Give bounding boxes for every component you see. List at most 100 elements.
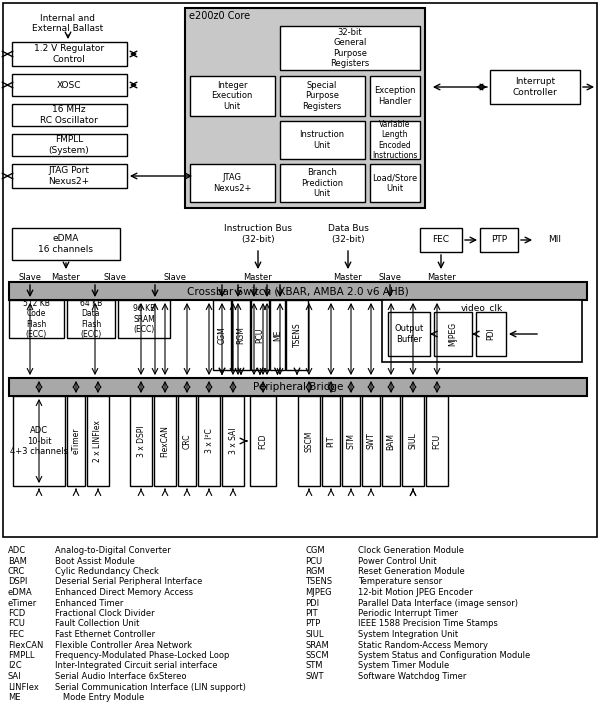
Text: eTimer: eTimer: [8, 599, 37, 608]
Text: 12-bit Motion JPEG Encoder: 12-bit Motion JPEG Encoder: [358, 588, 473, 597]
Text: Serial Communication Interface (LIN support): Serial Communication Interface (LIN supp…: [55, 682, 246, 692]
Bar: [232, 300, 250, 370]
Bar: [190, 164, 275, 202]
Text: Frequency-Modulated Phase-Locked Loop: Frequency-Modulated Phase-Locked Loop: [55, 651, 229, 660]
Bar: [213, 300, 231, 370]
Text: Data Bus
(32-bit): Data Bus (32-bit): [328, 224, 368, 244]
Text: Flexible Controller Area Network: Flexible Controller Area Network: [55, 641, 192, 649]
Text: 3 x DSPI: 3 x DSPI: [137, 425, 146, 457]
Text: System Status and Configuration Module: System Status and Configuration Module: [358, 651, 530, 660]
Text: TSENS: TSENS: [305, 577, 332, 587]
Text: ADC: ADC: [8, 546, 26, 555]
Bar: [178, 396, 196, 486]
Bar: [402, 396, 424, 486]
Bar: [370, 121, 420, 159]
Text: Instruction
Unit: Instruction Unit: [299, 130, 344, 149]
Bar: [12, 104, 127, 126]
Text: Serial Audio Interface 6xStereo: Serial Audio Interface 6xStereo: [55, 672, 187, 681]
Text: SSCM: SSCM: [305, 430, 314, 452]
Text: Special
Purpose
Registers: Special Purpose Registers: [302, 81, 341, 111]
Bar: [270, 300, 285, 370]
Text: Enhanced Timer: Enhanced Timer: [55, 599, 124, 608]
Text: FCD: FCD: [8, 609, 25, 618]
Text: eTimer: eTimer: [71, 428, 80, 454]
Text: Branch
Prediction
Unit: Branch Prediction Unit: [301, 168, 343, 198]
Text: 16 MHz
RC Oscillator: 16 MHz RC Oscillator: [40, 105, 98, 125]
Text: DSPI: DSPI: [8, 577, 28, 587]
Text: 64 KB
Data
Flash
(ECC): 64 KB Data Flash (ECC): [80, 299, 102, 339]
Text: Deserial Serial Peripheral Interface: Deserial Serial Peripheral Interface: [55, 577, 202, 587]
Text: Load/Store
Unit: Load/Store Unit: [373, 173, 418, 192]
Text: XOSC: XOSC: [57, 80, 81, 90]
Text: Analog-to-Digital Converter: Analog-to-Digital Converter: [55, 546, 171, 555]
Text: Power Control Unit: Power Control Unit: [358, 556, 437, 565]
Bar: [67, 300, 115, 338]
Bar: [250, 396, 276, 486]
Text: Master: Master: [334, 273, 362, 281]
Text: eDMA
16 channels: eDMA 16 channels: [38, 234, 94, 254]
Text: Fault Collection Unit: Fault Collection Unit: [55, 620, 139, 628]
Bar: [342, 396, 360, 486]
Bar: [9, 300, 64, 338]
Text: MJPEG: MJPEG: [305, 588, 332, 597]
Bar: [476, 312, 506, 356]
Bar: [426, 396, 448, 486]
Text: 3 x I²C: 3 x I²C: [205, 429, 214, 453]
Text: JTAG
Nexus2+: JTAG Nexus2+: [213, 173, 251, 192]
Text: SSCM: SSCM: [305, 651, 329, 660]
Bar: [420, 228, 462, 252]
Bar: [280, 26, 420, 70]
Bar: [12, 164, 127, 188]
Text: BAM: BAM: [8, 556, 27, 565]
Text: Integer
Execution
Unit: Integer Execution Unit: [211, 81, 253, 111]
Text: e200z0 Core: e200z0 Core: [189, 11, 250, 21]
Text: FCD: FCD: [259, 434, 268, 449]
Text: FlexCAN: FlexCAN: [161, 425, 170, 457]
Bar: [130, 396, 152, 486]
Text: SIUL: SIUL: [409, 433, 418, 449]
Text: Peripheral Bridge: Peripheral Bridge: [253, 382, 343, 392]
Bar: [12, 228, 120, 260]
Text: Temperature sensor: Temperature sensor: [358, 577, 442, 587]
Text: FMPLL
(System): FMPLL (System): [49, 135, 89, 154]
Text: PTP: PTP: [305, 620, 320, 628]
Bar: [251, 300, 269, 370]
Text: System Integration Unit: System Integration Unit: [358, 630, 458, 639]
Text: 512 KB
Code
Flash
(ECC): 512 KB Code Flash (ECC): [23, 299, 49, 339]
Text: Instruction Bus
(32-bit): Instruction Bus (32-bit): [224, 224, 292, 244]
Text: eDMA: eDMA: [8, 588, 33, 597]
Text: System Timer Module: System Timer Module: [358, 661, 449, 670]
Text: Fractional Clock Divider: Fractional Clock Divider: [55, 609, 155, 618]
Bar: [9, 282, 587, 300]
Text: Software Watchdog Timer: Software Watchdog Timer: [358, 672, 466, 681]
Text: RGM: RGM: [236, 326, 245, 344]
Text: JTAG Port
Nexus2+: JTAG Port Nexus2+: [49, 166, 89, 185]
Text: Slave: Slave: [104, 274, 127, 283]
Text: MJPEG: MJPEG: [449, 322, 458, 346]
Text: CGM: CGM: [305, 546, 325, 555]
Text: Internal and
External Ballast: Internal and External Ballast: [32, 14, 104, 33]
Bar: [12, 74, 127, 96]
Text: Boot Assist Module: Boot Assist Module: [55, 556, 135, 565]
Text: CRC: CRC: [8, 567, 25, 576]
Text: 2 x LINFlex: 2 x LINFlex: [94, 420, 103, 462]
Text: Cylic Redundancy Check: Cylic Redundancy Check: [55, 567, 159, 576]
Text: RGM: RGM: [305, 567, 325, 576]
Text: TSENS: TSENS: [293, 323, 302, 348]
Text: SWT: SWT: [305, 672, 323, 681]
Text: STM: STM: [305, 661, 323, 670]
Text: Reset Generation Module: Reset Generation Module: [358, 567, 465, 576]
Text: SAI: SAI: [8, 672, 22, 681]
Bar: [280, 121, 365, 159]
Text: Crossbar Switch (XBAR, AMBA 2.0 v6 AHB): Crossbar Switch (XBAR, AMBA 2.0 v6 AHB): [187, 286, 409, 296]
Bar: [198, 396, 220, 486]
Bar: [67, 396, 85, 486]
Text: Enhanced Direct Memory Access: Enhanced Direct Memory Access: [55, 588, 193, 597]
Text: Interrupt
Controller: Interrupt Controller: [512, 78, 557, 97]
Text: Master: Master: [52, 273, 80, 281]
Text: Slave: Slave: [379, 274, 401, 283]
Text: PDI: PDI: [305, 599, 319, 608]
Text: Variable
Length
Encoded
Instructions: Variable Length Encoded Instructions: [373, 120, 418, 160]
Text: FEC: FEC: [8, 630, 24, 639]
Text: FMPLL: FMPLL: [8, 651, 35, 660]
